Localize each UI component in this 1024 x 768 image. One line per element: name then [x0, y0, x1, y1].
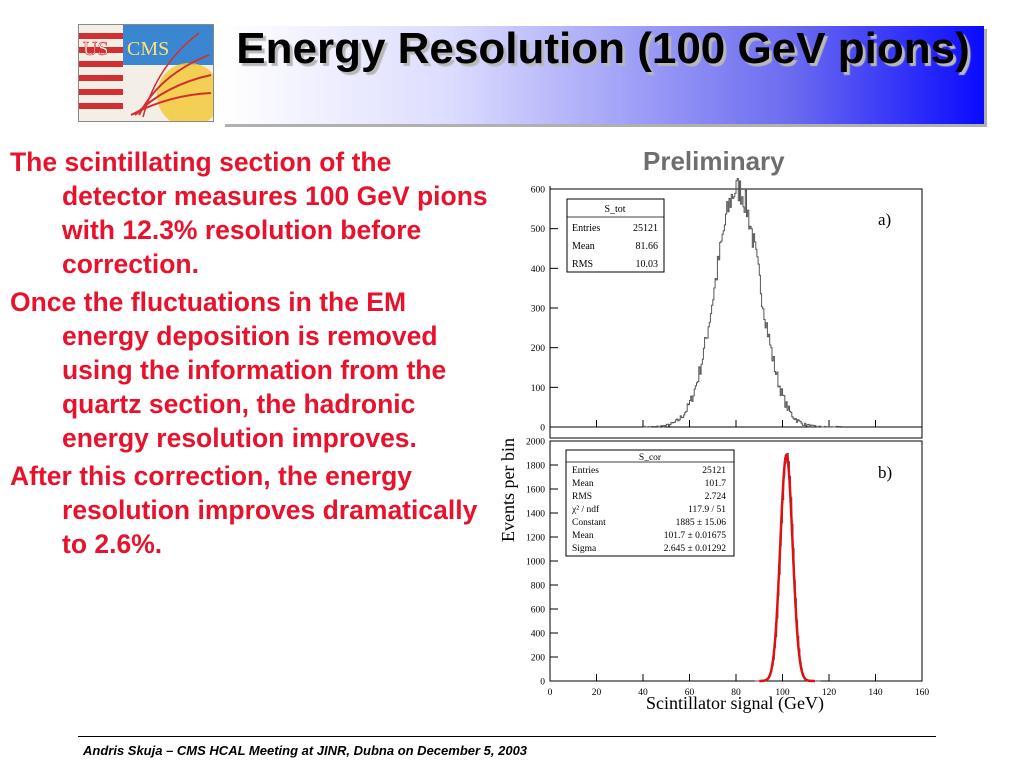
stats-b-value-6: 101.7 ± 0.01675 [664, 531, 726, 541]
paragraph-2: Once the fluctuations in the EM energy d… [10, 287, 447, 453]
stats-a-value-1: 25121 [633, 223, 658, 234]
panel-b-x-tick-label: 20 [592, 688, 602, 698]
stats-a-value-3: 10.03 [636, 259, 659, 270]
panel-b-x-tick-label: 80 [731, 688, 741, 698]
stats-b-label-7: Sigma [572, 544, 597, 554]
stats-a-label-2: Mean [572, 241, 595, 252]
panel-b-x-tick-label: 60 [685, 688, 695, 698]
panel-b-y-tick-label: 400 [531, 630, 546, 640]
panel-b-y-tick-label: 800 [531, 582, 546, 592]
panel-a-ticks: 0 100 200 300 400 500 600 [531, 186, 558, 434]
stats-b-value-7: 2.645 ± 0.01292 [664, 544, 726, 554]
panel-a-y-tick-label: 0 [540, 424, 545, 434]
stats-box-a: S_tot Entries 25121 Mean 81.66 RMS 10.03 [566, 198, 665, 273]
panel-a-y-tick-label: 400 [531, 265, 546, 275]
x-axis-title: Scintillator signal (GeV) [646, 693, 824, 714]
panel-b-y-tick-label: 1200 [526, 534, 545, 544]
paragraph-1: The scintillating section of the detecto… [10, 147, 488, 279]
stats-b-value-1: 25121 [702, 466, 726, 476]
panel-b-y-tick-label: 0 [540, 678, 545, 688]
panel-b-gaussian-fit [759, 453, 815, 683]
stats-b-label-3: RMS [572, 492, 592, 502]
slide-title: Energy Resolution (100 GeV pions) [236, 24, 970, 73]
panel-b-x-tick-label: 0 [548, 688, 553, 698]
panel-a-y-tick-label: 200 [531, 344, 546, 354]
panel-b-x-tick-label: 160 [915, 688, 930, 698]
panel-b-y-tick-label: 2000 [526, 438, 545, 448]
panel-b-y-tick-label: 1800 [526, 462, 545, 472]
panel-b-x-tick-label: 120 [822, 688, 837, 698]
panel-a-histogram [643, 178, 842, 428]
panel-b-y-tick-label: 1000 [526, 558, 545, 568]
stats-a-value-2: 81.66 [636, 241, 659, 252]
stats-b-title: S_cor [639, 453, 662, 463]
panel-a-y-tick-label: 500 [531, 225, 546, 235]
stats-b-value-2: 101.7 [705, 479, 727, 489]
title-bar [222, 26, 984, 124]
panel-b-x-tick-label: 140 [868, 688, 883, 698]
y-axis-title: Events per bin [498, 438, 518, 542]
stats-b-label-6: Mean [572, 531, 594, 541]
stats-b-label-4: χ² / ndf [571, 504, 600, 515]
panel-b-y-tick-label: 1600 [526, 486, 545, 496]
panel-b-ticks: 0 200 400 600 800 1000 1200 1400 1600 1800 2000 [526, 438, 558, 688]
panel-b-y-tick-label: 600 [531, 606, 546, 616]
panel-a-y-tick-label: 300 [531, 305, 546, 315]
stats-b-value-5: 1885 ± 15.06 [676, 518, 727, 528]
us-cms-logo: US CMS [78, 24, 214, 122]
stats-b-label-2: Mean [572, 479, 594, 489]
stats-b-value-4: 117.9 / 51 [688, 505, 726, 515]
stats-a-label-1: Entries [572, 223, 600, 234]
stats-a-title: S_tot [604, 204, 625, 215]
body-text: The scintillating section of the detecto… [10, 145, 490, 565]
panel-b-x-tick-label: 100 [775, 688, 790, 698]
panel-b-label: b) [878, 463, 892, 482]
logo-graphic: US CMS [79, 25, 213, 121]
logo-cms-text: CMS [127, 38, 169, 60]
panel-b-y-tick-label: 200 [531, 654, 546, 664]
panel-a-y-tick-label: 600 [531, 186, 546, 196]
stats-b-value-3: 2.724 [705, 492, 727, 502]
preliminary-label: Preliminary [643, 146, 785, 176]
stats-a-label-3: RMS [572, 259, 593, 270]
panel-a-label: a) [878, 210, 891, 229]
footer-text: Andris Skuja – CMS HCAL Meeting at JINR,… [83, 743, 528, 758]
logo-stripes [79, 33, 123, 109]
logo-us-text: US [83, 38, 109, 60]
panel-b-x-ticks: 0 20 40 60 80 100 120 140 160 [548, 420, 930, 698]
panel-b-x-tick-label: 40 [638, 688, 648, 698]
panel-b-y-tick-label: 1400 [526, 510, 545, 520]
paragraph-3: After this correction, the energy resolu… [10, 461, 478, 559]
stats-b-label-5: Constant [572, 518, 606, 528]
stats-b-label-1: Entries [572, 466, 599, 476]
panel-a-y-tick-label: 100 [531, 384, 546, 394]
stats-box-b: S_cor Entries 25121 Mean 101.7 RMS 2.724… [565, 449, 735, 557]
footer-divider [78, 736, 936, 737]
